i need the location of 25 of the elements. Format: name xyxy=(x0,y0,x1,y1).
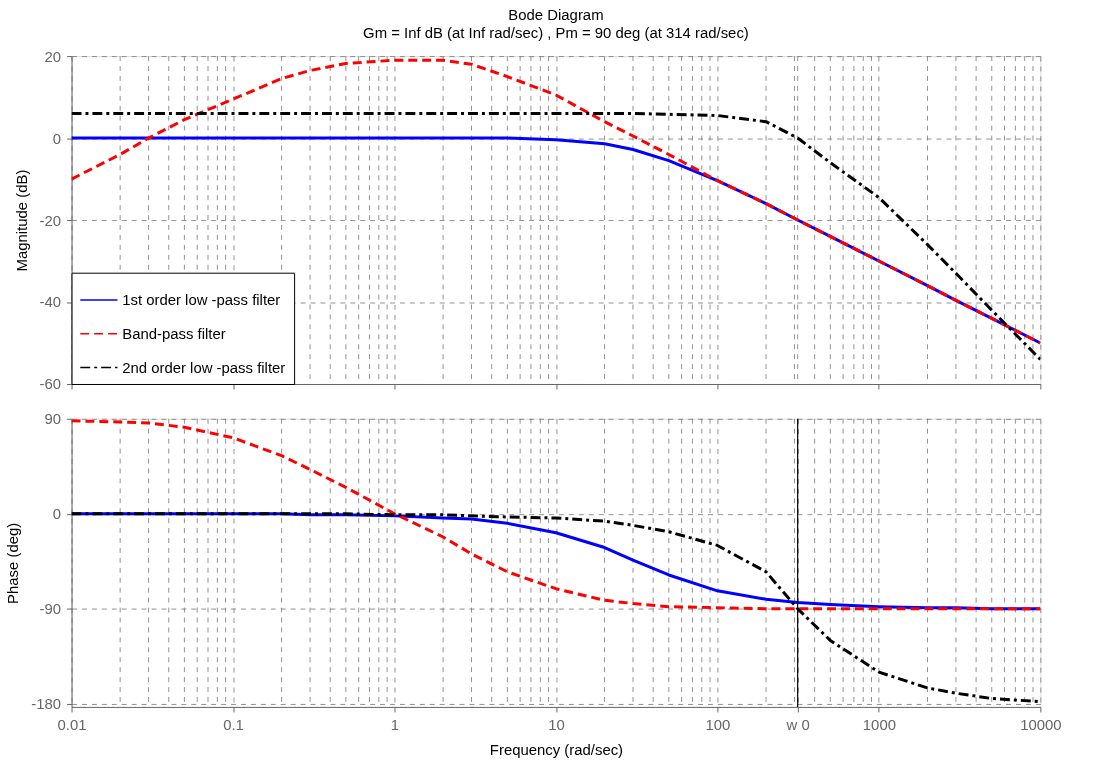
legend-label: 2nd order low -pass filter xyxy=(122,359,286,376)
chart-title: Bode Diagram xyxy=(508,7,604,24)
y-axis-title: Phase (deg) xyxy=(5,522,22,604)
y-tick-label: -180 xyxy=(31,696,62,713)
x-tick-label: 10 xyxy=(548,717,565,734)
y-tick-label: -60 xyxy=(39,376,62,393)
y-tick-label: 20 xyxy=(44,48,62,65)
x-tick-label: 1000 xyxy=(862,717,896,734)
x-tick-label: 100 xyxy=(705,717,731,734)
x-tick-label: w 0 xyxy=(785,717,810,734)
x-tick-label: 1 xyxy=(390,717,400,734)
x-axis-title: Frequency (rad/sec) xyxy=(489,742,624,759)
y-tick-label: 0 xyxy=(52,506,62,523)
legend-label: 1st order low -pass filter xyxy=(122,292,281,308)
y-tick-label: 0 xyxy=(52,130,62,147)
x-tick-label: 0.1 xyxy=(223,717,244,734)
legend-label: Band-pass filter xyxy=(122,325,226,342)
y-tick-label: -20 xyxy=(39,212,62,229)
y-axis-title: Magnitude (dB) xyxy=(13,169,30,272)
x-tick-label: 10000 xyxy=(1020,717,1062,734)
y-tick-label: -40 xyxy=(39,294,62,311)
chart-subtitle: Gm = Inf dB (at Inf rad/sec) , Pm = 90 deg (at 314 rad/sec) xyxy=(363,25,749,42)
x-tick-label: 0.01 xyxy=(57,717,87,734)
y-tick-label: 90 xyxy=(44,411,62,428)
y-tick-label: -90 xyxy=(39,601,62,618)
